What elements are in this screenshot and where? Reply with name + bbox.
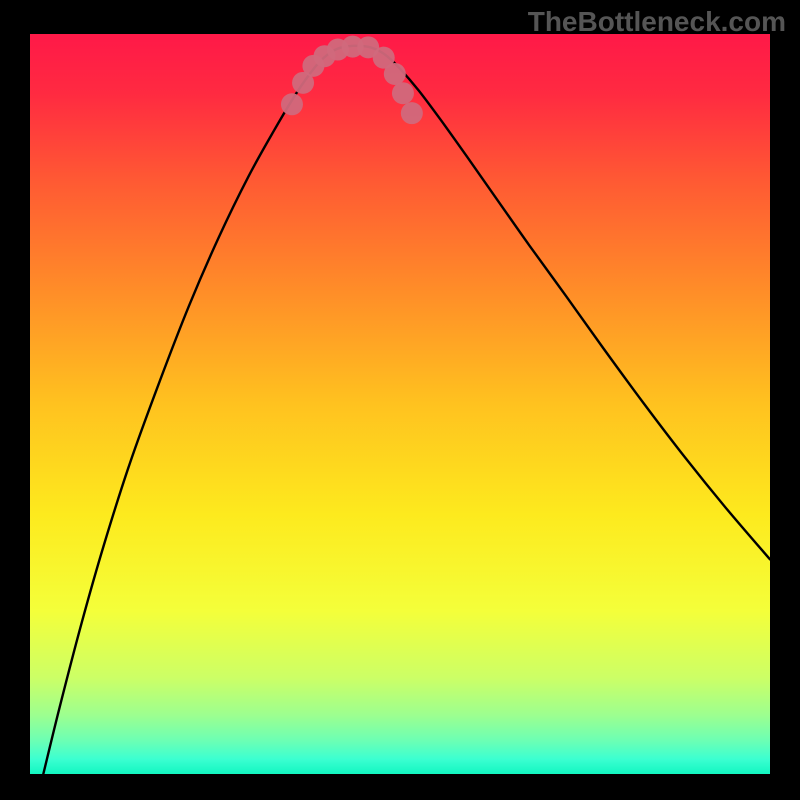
plot-frame (30, 34, 770, 774)
bead (281, 93, 303, 115)
chart-stage: TheBottleneck.com (0, 0, 800, 800)
bead (401, 102, 423, 124)
bead (392, 82, 414, 104)
watermark-text: TheBottleneck.com (528, 6, 786, 38)
bead-group (281, 36, 423, 125)
bead-overlay (30, 34, 770, 774)
bead (384, 63, 406, 85)
